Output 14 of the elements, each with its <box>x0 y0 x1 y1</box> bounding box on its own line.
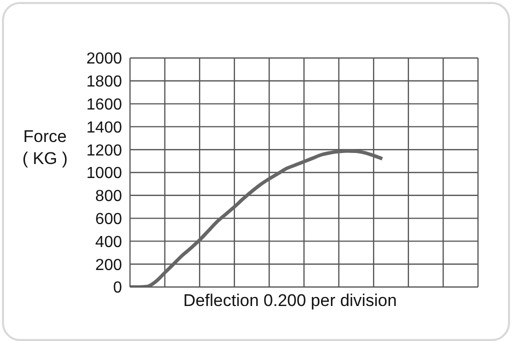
y-axis-title: Force ( KG ) <box>21 126 69 170</box>
y-tick-label: 800 <box>95 188 122 206</box>
x-axis-title: Deflection 0.200 per division <box>183 291 397 310</box>
y-tick-label: 1600 <box>86 96 122 114</box>
y-tick-label: 2000 <box>86 50 122 68</box>
y-tick-label: 200 <box>95 256 122 274</box>
y-tick-label: 1200 <box>86 142 122 160</box>
y-tick-label: 400 <box>95 234 122 251</box>
line-series <box>128 149 384 287</box>
y-tick-label: 600 <box>95 210 122 228</box>
y-tick-label: 1400 <box>86 119 122 136</box>
y-tick-label: 0 <box>113 280 122 297</box>
y-tick-label: 1800 <box>86 74 122 91</box>
y-tick-label: 1000 <box>86 165 122 182</box>
